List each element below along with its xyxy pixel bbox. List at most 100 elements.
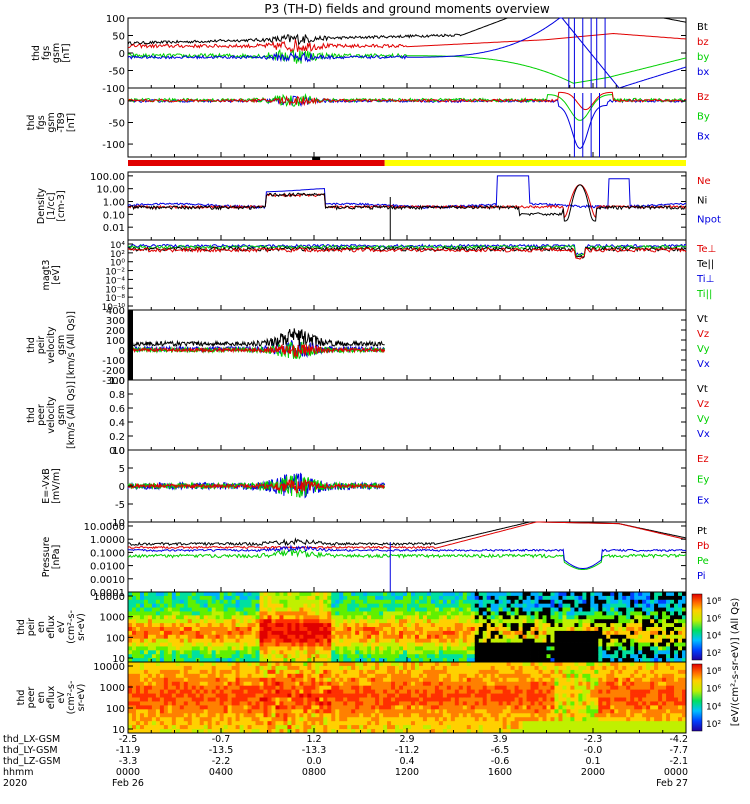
spectrogram-cell	[399, 596, 403, 600]
spectrogram-cell	[471, 709, 475, 713]
spectrogram-cell	[642, 631, 646, 635]
spectrogram-cell	[311, 623, 315, 627]
spectrogram-cell	[248, 694, 252, 698]
spectrogram-cell	[204, 604, 208, 608]
spectrogram-cell	[475, 662, 479, 666]
spectrogram-cell	[427, 627, 431, 631]
spectrogram-cell	[180, 690, 184, 694]
spectrogram-cell	[311, 670, 315, 674]
spectrogram-cell	[208, 604, 212, 608]
spectrogram-cell	[519, 666, 523, 670]
spectrogram-cell	[527, 639, 531, 643]
spectrogram-cell	[543, 631, 547, 635]
spectrogram-cell	[435, 678, 439, 682]
spectrogram-cell	[411, 600, 415, 604]
spectrogram-cell	[574, 600, 578, 604]
spectrogram-cell	[244, 619, 248, 623]
spectrogram-cell	[260, 662, 264, 666]
spectrogram-cell	[515, 608, 519, 612]
spectrogram-cell	[519, 682, 523, 686]
spectrogram-cell	[487, 654, 491, 658]
spectrogram-cell	[467, 682, 471, 686]
spectrogram-cell	[176, 615, 180, 619]
spectrogram-cell	[539, 686, 543, 690]
spectrogram-cell	[132, 604, 136, 608]
spectrogram-cell	[586, 662, 590, 666]
spectrogram-cell	[295, 721, 299, 725]
spectrogram-cell	[260, 654, 264, 658]
legend-Bz: Bz	[697, 92, 709, 103]
spectrogram-cell	[606, 635, 610, 639]
spectrogram-cell	[471, 654, 475, 658]
spectrogram-cell	[279, 674, 283, 678]
spectrogram-cell	[570, 627, 574, 631]
spectrogram-cell	[558, 709, 562, 713]
spectrogram-cell	[511, 650, 515, 654]
spectrogram-cell	[204, 709, 208, 713]
spectrogram-cell	[152, 721, 156, 725]
spectrogram-cell	[184, 721, 188, 725]
spectrogram-cell	[459, 635, 463, 639]
spectrogram-cell	[315, 678, 319, 682]
spectrogram-cell	[435, 674, 439, 678]
spectrogram-cell	[594, 670, 598, 674]
spectrogram-cell	[650, 592, 654, 596]
spectrogram-cell	[180, 709, 184, 713]
spectrogram-cell	[451, 678, 455, 682]
spectrogram-cell	[630, 650, 634, 654]
spectrogram-cell	[275, 650, 279, 654]
spectrogram-cell	[495, 596, 499, 600]
spectrogram-cell	[228, 701, 232, 705]
spectrogram-cell	[132, 631, 136, 635]
spectrogram-cell	[256, 682, 260, 686]
spectrogram-cell	[136, 717, 140, 721]
spectrogram-cell	[375, 698, 379, 702]
spectrogram-cell	[447, 713, 451, 717]
spectrogram-cell	[275, 717, 279, 721]
spectrogram-cell	[303, 596, 307, 600]
spectrogram-cell	[539, 596, 543, 600]
spectrogram-cell	[232, 592, 236, 596]
spectrogram-cell	[423, 682, 427, 686]
spectrogram-cell	[499, 666, 503, 670]
spectrogram-cell	[435, 608, 439, 612]
spectrogram-cell	[391, 631, 395, 635]
spectrogram-cell	[439, 698, 443, 702]
spectrogram-cell	[467, 623, 471, 627]
spectrogram-cell	[646, 596, 650, 600]
spectrogram-cell	[196, 666, 200, 670]
spectrogram-cell	[499, 725, 503, 729]
spectrogram-cell	[248, 643, 252, 647]
spectrogram-cell	[148, 670, 152, 674]
spectrogram-cell	[547, 654, 551, 658]
spectrogram-cell	[415, 705, 419, 709]
spectrogram-cell	[208, 631, 212, 635]
spectrogram-cell	[455, 631, 459, 635]
spectrogram-cell	[387, 670, 391, 674]
spectrogram-cell	[248, 701, 252, 705]
spectrogram-cell	[543, 608, 547, 612]
spectrogram-cell	[495, 654, 499, 658]
spectrogram-cell	[287, 713, 291, 717]
spectrogram-cell	[264, 713, 268, 717]
spectrogram-cell	[319, 721, 323, 725]
spectrogram-cell	[451, 694, 455, 698]
spectrogram-cell	[379, 666, 383, 670]
spectrogram-cell	[658, 646, 662, 650]
spectrogram-cell	[387, 631, 391, 635]
spectrogram-cell	[419, 713, 423, 717]
spectrogram-cell	[327, 666, 331, 670]
spectrogram-cell	[188, 670, 192, 674]
spectrogram-cell	[299, 611, 303, 615]
spectrogram-cell	[319, 674, 323, 678]
spectrogram-cell	[578, 674, 582, 678]
spectrogram-cell	[451, 709, 455, 713]
spectrogram-cell	[291, 623, 295, 627]
spectrogram-cell	[136, 713, 140, 717]
spectrogram-cell	[439, 725, 443, 729]
spectrogram-cell	[407, 635, 411, 639]
spectrogram-cell	[248, 600, 252, 604]
spectrogram-cell	[435, 639, 439, 643]
spectrogram-cell	[260, 600, 264, 604]
spectrogram-cell	[176, 643, 180, 647]
